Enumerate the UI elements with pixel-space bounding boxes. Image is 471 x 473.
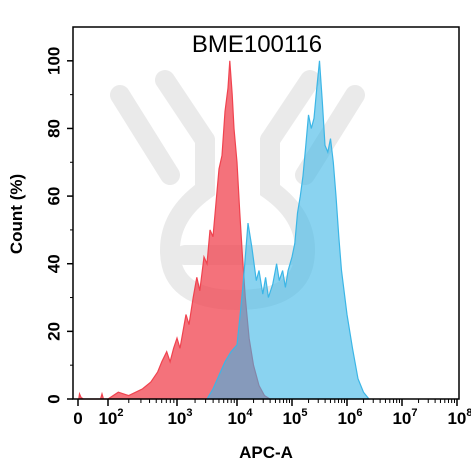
- y-axis: 0 20 40 60 80 100: [44, 47, 73, 404]
- plot-area: [78, 60, 371, 400]
- x-tick-label: 105: [282, 407, 307, 428]
- y-tick-label: 100: [44, 47, 63, 75]
- plot-frame: [72, 26, 460, 400]
- y-tick-label: 40: [44, 254, 63, 273]
- x-tick-label: 102: [98, 407, 123, 428]
- y-tick-label: 0: [44, 394, 63, 403]
- x-axis-title: APC-A: [239, 443, 293, 462]
- y-tick-label: 80: [44, 119, 63, 138]
- series-layer: [78, 60, 371, 400]
- x-tick-label: 106: [337, 407, 362, 428]
- chart-title: BME100116: [192, 31, 322, 58]
- y-axis-title: Count (%): [7, 174, 26, 254]
- y-tick-label: 20: [44, 322, 63, 341]
- x-tick-label: 107: [392, 407, 417, 428]
- x-tick-label: 103: [167, 407, 192, 428]
- x-tick-label: 104: [227, 407, 253, 428]
- histogram-series-2: [205, 60, 371, 400]
- x-axis: 0 102 103 104 105 106 107 108: [73, 399, 471, 428]
- y-tick-label: 60: [44, 187, 63, 206]
- x-tick-label: 0: [73, 409, 82, 428]
- x-tick-label: 108: [447, 407, 471, 428]
- histogram-series-1: [78, 60, 273, 400]
